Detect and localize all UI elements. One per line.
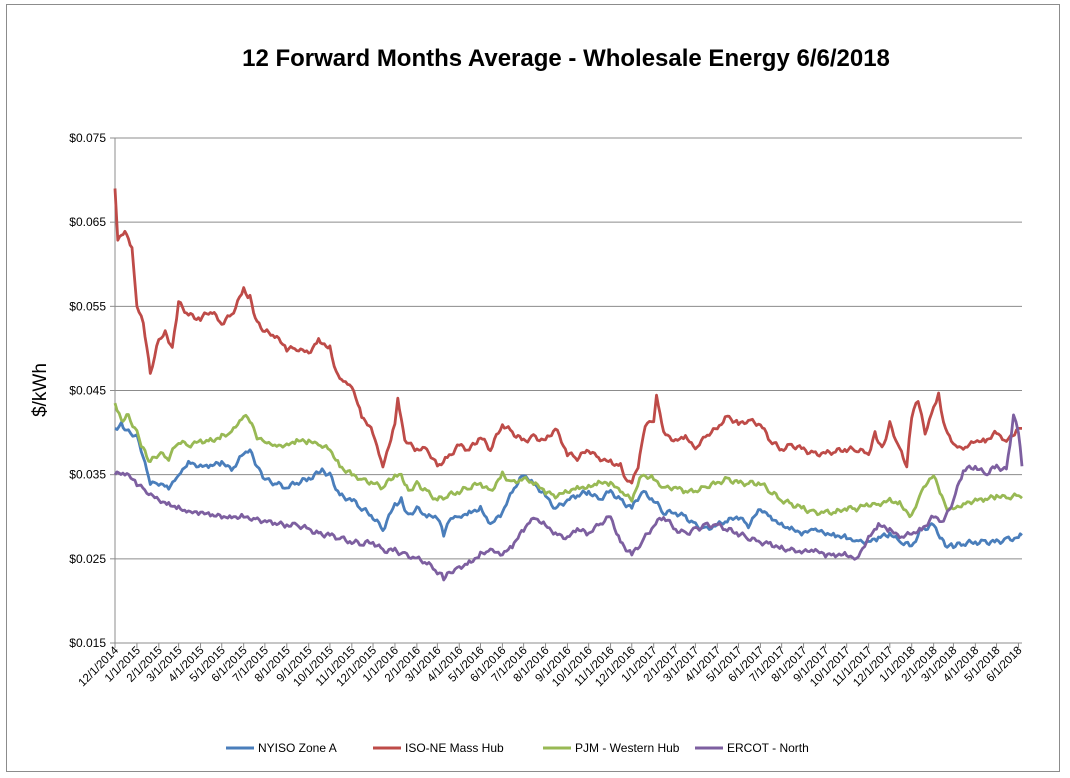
y-tick-label: $0.015 bbox=[69, 636, 106, 650]
y-tick-label: $0.045 bbox=[69, 384, 106, 398]
legend: NYISO Zone A ISO-NE Mass Hub PJM - Western… bbox=[226, 741, 809, 755]
series-line-iso-ne-mass-hub bbox=[113, 188, 1022, 485]
series-line-nyiso-zone-a bbox=[114, 420, 1023, 550]
y-tick-label: $0.075 bbox=[69, 131, 106, 145]
series-lines bbox=[113, 188, 1024, 582]
y-tick-label: $0.035 bbox=[69, 468, 106, 482]
chart-title: 12 Forward Months Average - Wholesale En… bbox=[242, 45, 890, 72]
y-tick-label: $0.025 bbox=[69, 552, 106, 566]
chart-frame bbox=[6, 4, 1060, 772]
legend-label-iso-ne-mass-hub: ISO-NE Mass Hub bbox=[405, 741, 504, 755]
legend-label-pjm-western-hub: PJM - Western Hub bbox=[575, 741, 680, 755]
axes bbox=[114, 138, 1022, 644]
legend-label-ercot-north: ERCOT - North bbox=[727, 741, 809, 755]
legend-label-nyiso-zone-a: NYISO Zone A bbox=[258, 741, 337, 755]
series-line-ercot-north bbox=[113, 413, 1024, 582]
y-tick-label: $0.055 bbox=[69, 299, 106, 313]
y-axis-ticks: $0.015 $0.025 $0.035 $0.045 $0.055 $0.065 $0.0… bbox=[69, 131, 115, 650]
series-line-pjm-western-hub bbox=[113, 402, 1023, 519]
gridlines bbox=[115, 137, 1022, 560]
x-axis-ticks: 12/1/20141/1/20152/1/20153/1/20154/1/201… bbox=[76, 643, 1025, 689]
y-tick-label: $0.065 bbox=[69, 215, 106, 229]
y-axis-label: $/kWh bbox=[30, 363, 51, 417]
